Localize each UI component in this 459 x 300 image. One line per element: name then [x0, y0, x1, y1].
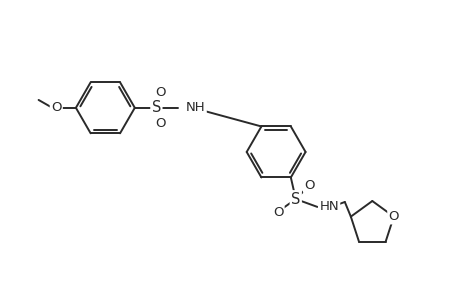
- Text: S: S: [291, 192, 300, 207]
- Text: O: O: [51, 101, 62, 114]
- Text: S: S: [151, 100, 161, 115]
- Text: HN: HN: [319, 200, 338, 213]
- Text: O: O: [155, 117, 165, 130]
- Text: O: O: [155, 85, 165, 99]
- Text: NH: NH: [185, 101, 205, 114]
- Text: O: O: [272, 206, 283, 219]
- Text: O: O: [388, 210, 398, 223]
- Text: O: O: [303, 179, 314, 192]
